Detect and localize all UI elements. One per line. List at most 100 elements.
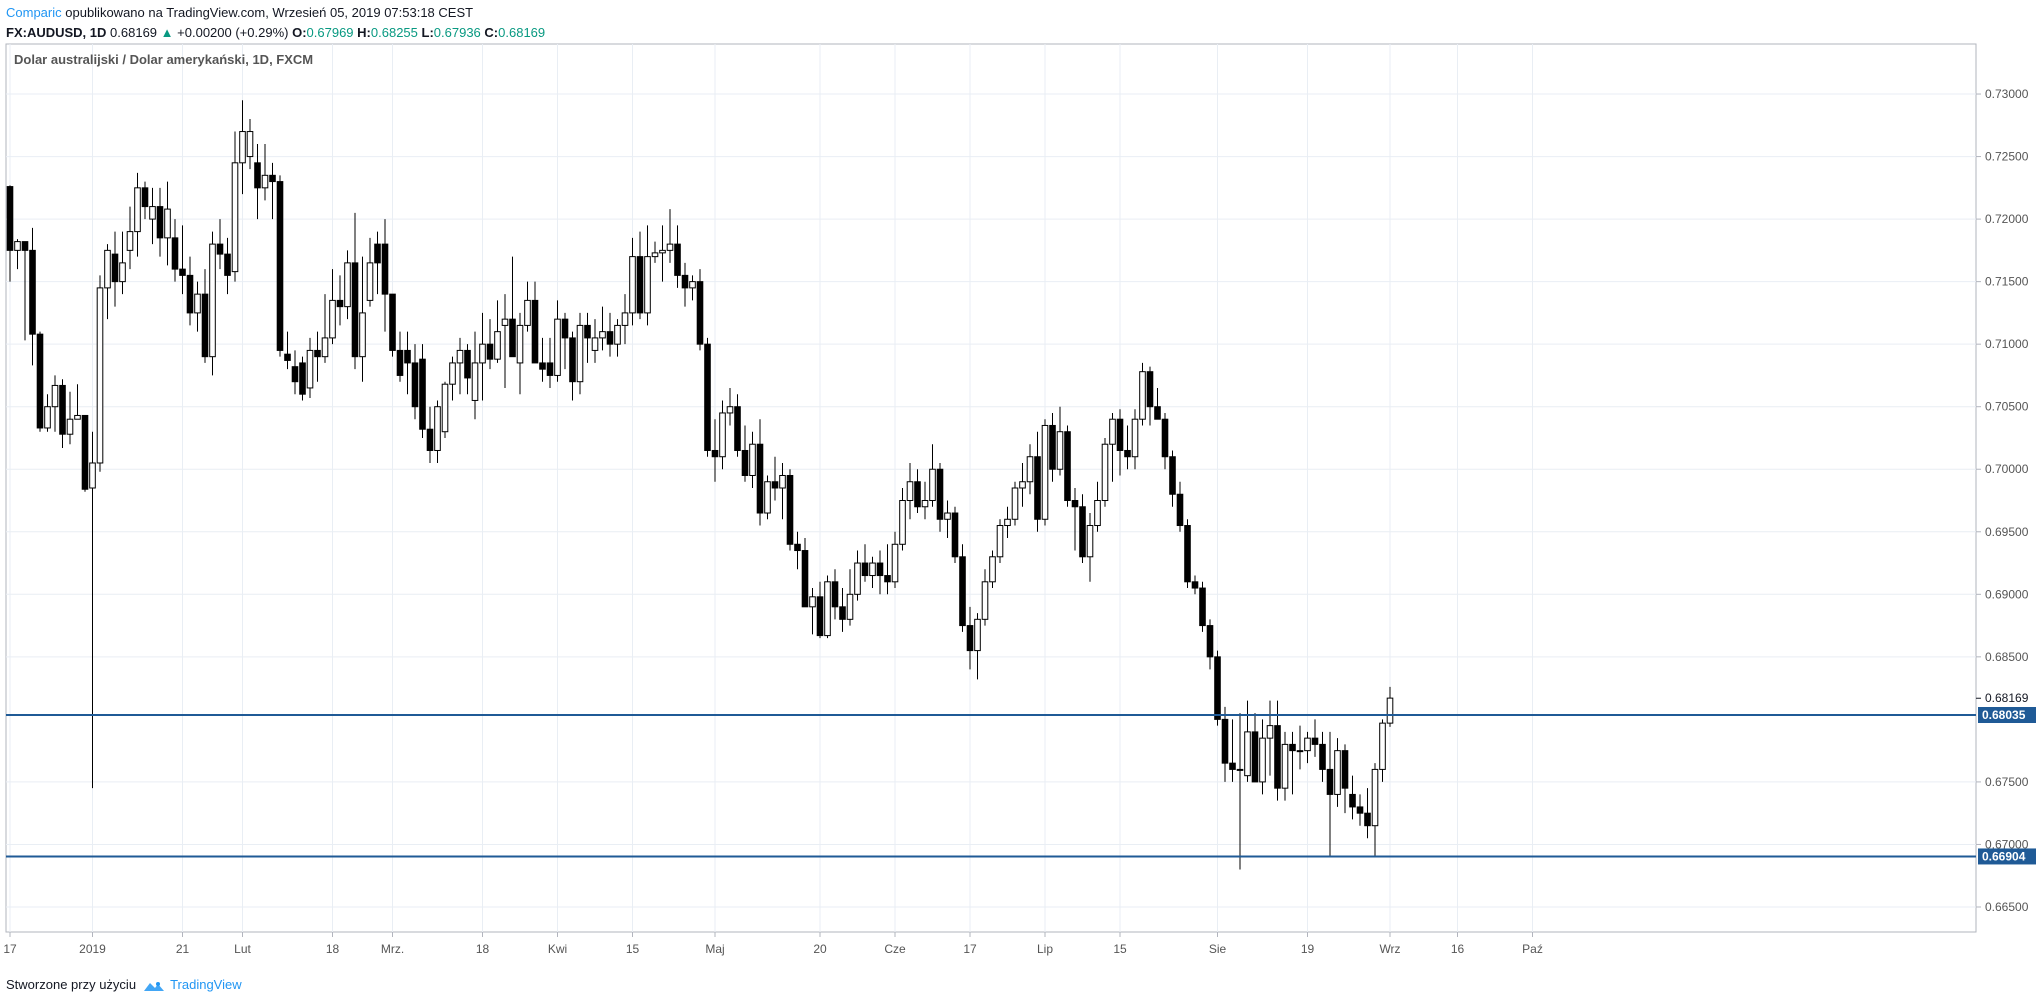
candle — [531, 281, 539, 364]
candle-body — [1386, 697, 1394, 724]
candle — [621, 294, 629, 345]
candle — [126, 206, 134, 270]
candle — [366, 237, 374, 307]
candle-body — [1019, 481, 1026, 489]
candle — [1334, 738, 1341, 807]
candle-body — [816, 596, 824, 637]
candle — [869, 556, 876, 589]
candle — [1161, 412, 1169, 470]
candle — [584, 312, 591, 363]
candle — [1379, 719, 1386, 782]
candle-body — [366, 262, 374, 301]
candle-body — [1094, 500, 1101, 527]
candle — [1221, 706, 1229, 782]
candle-body — [1146, 371, 1154, 408]
candle-body — [614, 324, 621, 345]
candle — [1064, 425, 1071, 507]
candle — [1124, 425, 1131, 470]
candle-body — [1184, 525, 1191, 583]
candle — [171, 219, 179, 282]
candle — [569, 331, 576, 401]
candle — [1131, 409, 1139, 470]
candle-body — [831, 581, 839, 608]
candle-body — [269, 174, 276, 183]
candle — [36, 331, 44, 432]
candle-body — [651, 252, 659, 258]
candle-body — [1326, 768, 1334, 795]
candle-body — [1304, 737, 1311, 752]
candle — [501, 294, 509, 388]
candle — [359, 256, 366, 382]
candle-body — [989, 556, 996, 583]
symbol-label: FX:AUDUSD, 1D — [6, 25, 107, 40]
candle — [81, 414, 89, 492]
candle — [921, 481, 929, 520]
x-tick-label: 17 — [3, 942, 17, 956]
candle-body — [21, 241, 29, 251]
candle — [194, 281, 201, 332]
candle — [576, 312, 584, 395]
candle — [989, 550, 996, 589]
chart-title: Dolar australijski / Dolar amerykański, … — [14, 52, 313, 67]
candle-body — [959, 556, 966, 627]
x-tick-label: 2019 — [79, 942, 106, 956]
candle-body — [1319, 743, 1326, 770]
x-tick-label: Mrz. — [381, 942, 404, 956]
candle — [456, 337, 464, 395]
price-tag — [1978, 848, 2036, 865]
candle — [14, 239, 21, 270]
candle — [509, 256, 516, 358]
x-tick-label: 18 — [326, 942, 340, 956]
candle-body — [734, 406, 741, 451]
publish-line: Comparic opublikowano na TradingView.com… — [6, 3, 545, 23]
candle-body — [1049, 424, 1056, 470]
candle — [936, 462, 944, 532]
candle — [974, 613, 981, 680]
horizontal-lines[interactable]: 0.68035 0.66904 — [6, 707, 2036, 865]
candle-body — [126, 231, 134, 251]
candle-body — [291, 366, 299, 383]
candle-body — [1221, 718, 1229, 764]
candle-body — [419, 358, 426, 430]
candle-body — [254, 162, 261, 189]
candle — [749, 431, 756, 488]
x-tick-label: Kwi — [548, 942, 567, 956]
candle — [719, 400, 726, 470]
candle-body — [711, 449, 719, 458]
candle — [269, 162, 276, 220]
candle — [44, 394, 51, 432]
candle — [839, 588, 846, 632]
tradingview-link[interactable]: TradingView — [170, 977, 242, 992]
candle-body — [396, 349, 404, 376]
candle-body — [1101, 443, 1109, 502]
high-label: H: — [357, 25, 371, 40]
candle-body — [1349, 793, 1356, 808]
y-tick-label: 0.67000 — [1985, 837, 2029, 851]
candle — [899, 488, 906, 551]
author-link[interactable]: Comparic — [6, 5, 62, 20]
candle — [1034, 431, 1041, 532]
candle — [111, 231, 119, 307]
candle — [216, 219, 224, 270]
candle — [966, 606, 974, 670]
candle — [599, 306, 606, 351]
candle — [1176, 481, 1184, 532]
y-tick-label: 0.70500 — [1985, 400, 2029, 414]
candle-body — [171, 237, 179, 270]
candlestick-chart[interactable]: Dolar australijski / Dolar amerykański, … — [0, 0, 2041, 975]
candle — [441, 381, 449, 438]
candle-body — [531, 299, 539, 364]
price-tag-label: 0.68035 — [1982, 708, 2026, 722]
price-axis[interactable]: 0.73000 0.72500 0.72000 0.71500 0.71000 0.705… — [1976, 87, 2029, 914]
candle — [554, 300, 561, 382]
time-axis[interactable]: 17 2019 21 Lut 18 Mrz. 18 Kwi 15 Maj 20 Cze 17 Lip 15 S… — [3, 932, 1543, 956]
candle-body — [951, 512, 959, 558]
candle-body — [539, 362, 546, 370]
candle-body — [719, 412, 726, 458]
candle-body — [621, 312, 629, 326]
candle — [51, 375, 59, 432]
candle — [756, 419, 764, 526]
candle-body — [1334, 750, 1341, 795]
candle-body — [29, 249, 36, 335]
candle — [726, 387, 734, 426]
